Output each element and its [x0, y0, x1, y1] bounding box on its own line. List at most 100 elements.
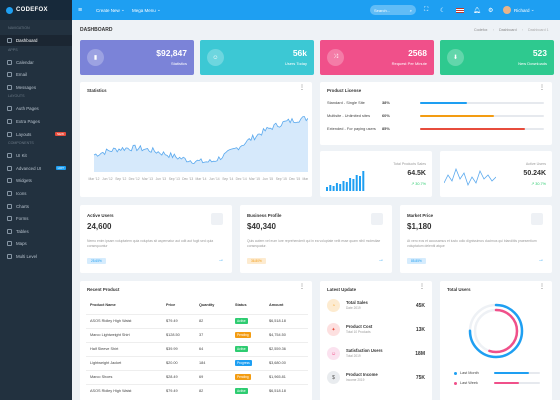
- quantity-cell: 82: [199, 388, 204, 393]
- stat-card-request-per-minute[interactable]: ⤨ 2568 Request Per Minute: [320, 40, 434, 75]
- table-header-row: Product Name Price Quantity Status Amount: [86, 299, 308, 311]
- notification-bell-icon[interactable]: 🔔︎: [473, 7, 481, 14]
- sidebar-item-advanced-ui[interactable]: Advanced UI HOT: [0, 163, 72, 174]
- status-badge: Active: [235, 387, 248, 394]
- statistics-x-tick: Mar '14: [196, 177, 207, 181]
- total-users-card: Total Users ⋮ Last Month Last Week: [440, 281, 552, 400]
- breadcrumb-2[interactable]: Dashboard: [499, 28, 517, 32]
- info-card-watermark-icon: [211, 213, 223, 225]
- latest-update-item[interactable]: ✦ Product Cost Total 10 Products 13K: [325, 319, 429, 343]
- sidebar-item-icon: [7, 72, 12, 78]
- stat-card-statistics[interactable]: ▮ $92,847 Statistics: [80, 40, 194, 75]
- sidebar-item-email[interactable]: Email: [0, 69, 72, 80]
- mega-menu[interactable]: Mega Menu ⌄: [132, 7, 161, 13]
- license-more-icon[interactable]: ⋮: [539, 85, 545, 91]
- status-badge: Pending: [235, 373, 251, 380]
- sidebar-item-label: Multi Level: [16, 254, 37, 259]
- active-users-mini-label: Active Users: [525, 162, 546, 166]
- sidebar-item-label: Messages: [16, 84, 37, 90]
- sidebar-item-ui-kit[interactable]: UI Kit: [0, 150, 72, 161]
- sidebar-item-icon: [7, 106, 12, 112]
- latest-update-title: Latest Update: [327, 287, 357, 292]
- latest-update-item[interactable]: $ Product Income Income 2019 75K: [325, 367, 429, 391]
- latest-update-item[interactable]: ☺ Satisfaction Users Total 2019 18M: [325, 343, 429, 367]
- update-item-value: 18M: [415, 351, 425, 357]
- user-menu[interactable]: Richard ⌄: [503, 0, 535, 20]
- statistics-x-tick: Jun '13: [156, 177, 167, 181]
- sales-bar: [362, 171, 365, 191]
- sidebar-item-layouts[interactable]: Layouts NEW: [0, 129, 72, 140]
- sidebar-item-messages[interactable]: Messages: [0, 82, 72, 93]
- price-cell: $20.00: [166, 360, 178, 365]
- sidebar-item-charts[interactable]: Charts: [0, 201, 72, 212]
- sidebar-item-calendar[interactable]: Calendar: [0, 57, 72, 68]
- donut-ring: [473, 308, 519, 354]
- sidebar-item-icons[interactable]: Icons: [0, 188, 72, 199]
- status-badge: Pending: [235, 331, 251, 338]
- recent-products-more-icon[interactable]: ⋮: [299, 284, 305, 290]
- sidebar-item-label: Email: [16, 72, 27, 78]
- sidebar-item-auth-pages[interactable]: Auth Pages: [0, 103, 72, 114]
- fullscreen-icon[interactable]: ⛶: [424, 6, 429, 13]
- update-item-icon: $: [327, 371, 340, 384]
- table-row[interactable]: Lightweight Jacket $20.00 184 Progress $3,68…: [86, 356, 308, 368]
- sidebar-item-widgets[interactable]: Widgets: [0, 175, 72, 186]
- sidebar-item-maps[interactable]: Maps: [0, 238, 72, 249]
- sidebar-item-label: Tables: [16, 228, 29, 234]
- sidebar-item-icon: [7, 203, 12, 209]
- sidebar-item-label: Forms: [16, 216, 29, 222]
- stat-card-new-downloads[interactable]: ⬇ 523 New Downloads: [440, 40, 554, 75]
- table-header-cell: Product Name: [90, 303, 116, 307]
- stat-card-users-today[interactable]: ☺ 56k Users Today: [200, 40, 314, 75]
- theme-toggle-icon[interactable]: ☾: [440, 7, 446, 14]
- update-item-subtitle: Date 2019: [346, 306, 361, 310]
- sidebar-item-dashboard[interactable]: Dashboard: [0, 35, 72, 46]
- product-license-card: Product License ⋮ Standard - Single Site…: [320, 82, 552, 145]
- arrow-right-icon[interactable]: →: [218, 257, 224, 263]
- table-row[interactable]: ASOS Ridley High Waist $79.49 82 Active $6,5…: [86, 384, 308, 396]
- download-icon: ⬇: [447, 49, 464, 66]
- create-new-menu[interactable]: Create New ⌄: [96, 7, 125, 13]
- sidebar-item-multi-level[interactable]: Multi Level: [0, 251, 72, 262]
- menu-toggle-icon[interactable]: ≡: [78, 6, 83, 14]
- total-users-more-icon[interactable]: ⋮: [539, 284, 545, 290]
- info-card-title: Active Users: [87, 213, 114, 218]
- breadcrumb-sep: ›: [493, 28, 495, 32]
- search-input[interactable]: Search... ⌕: [370, 5, 416, 15]
- latest-update-item[interactable]: ◔ Total Sales Date 2019 45K: [325, 295, 429, 319]
- statistics-x-tick: Jun '12: [102, 177, 113, 181]
- sidebar-item-icon: [7, 216, 12, 222]
- update-item-subtitle: Total 10 Products: [346, 330, 371, 334]
- license-row-pct: 60%: [382, 113, 390, 118]
- settings-gear-icon[interactable]: ⚙︎: [488, 7, 494, 14]
- sidebar-item-badge: NEW: [55, 132, 66, 137]
- arrow-right-icon[interactable]: →: [538, 257, 544, 263]
- statistics-more-icon[interactable]: ⋮: [299, 85, 305, 91]
- sidebar-item-tables[interactable]: Tables: [0, 226, 72, 237]
- sidebar-item-forms[interactable]: Forms: [0, 213, 72, 224]
- sidebar-item-extra-pages[interactable]: Extra Pages: [0, 116, 72, 127]
- license-progress-fill: [420, 101, 468, 104]
- brand-logo[interactable]: CODEFOX: [0, 0, 72, 20]
- arrow-right-icon[interactable]: →: [378, 257, 384, 263]
- latest-update-more-icon[interactable]: ⋮: [419, 284, 425, 290]
- info-card-watermark-icon: [371, 213, 383, 225]
- statistics-x-tick: Sep '12: [115, 177, 126, 181]
- status-badge: Progress: [235, 359, 252, 366]
- table-row[interactable]: Half Sleeve Shirt $39.99 64 Active $2,559.36: [86, 342, 308, 354]
- statistics-x-tick: Mar '16: [303, 177, 308, 181]
- table-header-cell: Quantity: [199, 303, 215, 307]
- update-item-icon: ◔: [327, 299, 340, 312]
- info-card-description: At vero eos et accusamus et iusto odio d…: [407, 239, 537, 248]
- info-card-business-profile: Business Profile $40,340 Quis autem vel eu…: [240, 205, 392, 273]
- breadcrumb-1[interactable]: Codefox: [474, 28, 488, 32]
- table-row[interactable]: Marco Shoes $28.49 69 Pending $1,965.81: [86, 370, 308, 382]
- stat-label: Statistics: [170, 61, 187, 66]
- table-row[interactable]: ASOS Ridley High Waist $79.49 82 Active $6,5…: [86, 314, 308, 326]
- sidebar-item-label: Maps: [16, 241, 27, 247]
- language-flag-icon[interactable]: [456, 0, 464, 20]
- sidebar-item-icon: [7, 131, 12, 137]
- license-row-pct: 38%: [382, 100, 390, 105]
- info-card-badge: 85.85%: [407, 258, 426, 264]
- table-row[interactable]: Marco Lightweight Shirt $128.50 37 Pending $…: [86, 328, 308, 340]
